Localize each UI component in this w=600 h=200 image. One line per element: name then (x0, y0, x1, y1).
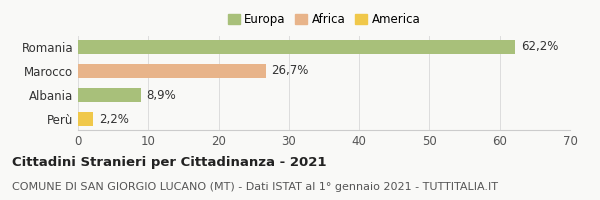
Text: 8,9%: 8,9% (146, 89, 176, 102)
Text: 26,7%: 26,7% (271, 64, 308, 77)
Bar (78, 64, 266, 78)
Text: 2,2%: 2,2% (99, 113, 129, 126)
Bar (78, 112, 94, 126)
Text: Cittadini Stranieri per Cittadinanza - 2021: Cittadini Stranieri per Cittadinanza - 2… (12, 156, 326, 169)
Text: 62,2%: 62,2% (521, 40, 558, 53)
Text: COMUNE DI SAN GIORGIO LUCANO (MT) - Dati ISTAT al 1° gennaio 2021 - TUTTITALIA.I: COMUNE DI SAN GIORGIO LUCANO (MT) - Dati… (12, 182, 498, 192)
Bar (78, 40, 515, 54)
Legend: Europa, Africa, America: Europa, Africa, America (226, 10, 422, 28)
Bar (78, 88, 140, 102)
